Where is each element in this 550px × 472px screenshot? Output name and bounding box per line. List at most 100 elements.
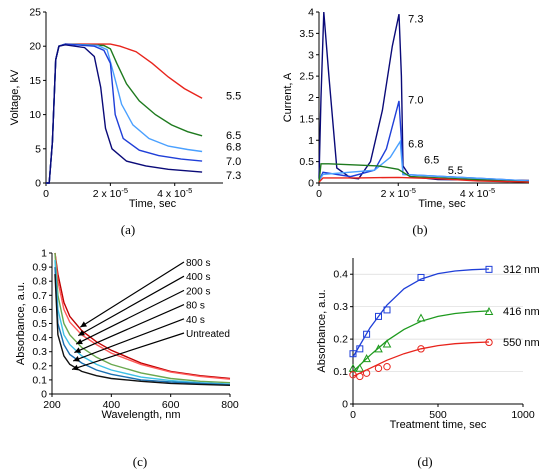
y-tick-label: 0.3 [333,301,348,313]
panel-label: (a) [121,222,135,237]
x-tick-label: 0 [350,409,356,421]
annotations: 800 s 400 s 200 s 80 s 40 s Untreated [71,258,230,371]
x-tick-label-exponent: -5 [121,186,128,195]
data-point-circle [362,369,371,377]
y-tick-label: 0.2 [32,360,47,372]
series-label: 7.0 [226,156,241,168]
y-tick-label: 0 [41,389,47,401]
series-label: 6.8 [408,139,423,151]
annotation-arrow [77,275,185,337]
series-label: 5.5 [226,90,241,102]
y-tick-label: 25 [29,7,41,19]
y-tick-label: 0.5 [32,318,47,330]
y-tick-label: 1 [41,248,47,260]
annotation-label: 400 s [186,272,210,283]
y-tick-label: 0 [308,178,314,190]
y-tick-label: 3 [308,49,314,61]
series-c-1 [54,252,231,380]
annotation-arrow [80,261,185,328]
x-tick-label: 0 [316,188,322,200]
data-point-square [349,350,357,358]
y-tick-label: 3.5 [299,28,314,40]
y-axis-label: Current, A [282,72,294,122]
x-tick-label-exponent: -5 [186,186,193,195]
annotation-arrow [74,304,185,354]
data-point-triangle [382,339,392,348]
y-tick-label: 0.7 [32,290,47,302]
series-b-1: 7.0 [318,95,530,182]
series-line [54,274,231,386]
series-c-5 [54,274,231,386]
x-tick-label: 400 [103,399,121,411]
series-d-2: 550 nm [349,337,540,381]
data-point-square [356,345,364,353]
series-line [46,43,203,184]
x-tick-label: 2 x 10-5 [381,186,416,200]
y-tick-label: 0.4 [32,332,47,344]
annotation-arrowhead [80,321,88,328]
series-line [46,43,203,184]
series-label: 6.5 [226,130,241,142]
x-tick-label-exponent: -5 [409,186,416,195]
data-point-circle [485,338,493,347]
panel-c: 0 0.1 0.2 0.3 0.4 0.5 0.6 0.7 0.8 0.9 1 200 400 600 80… [15,248,239,470]
y-tick-label: 5 [35,143,41,155]
series-line [318,100,530,182]
annotation-label: 40 s [186,315,205,326]
annotation-arrowhead [72,364,79,371]
data-point-circle [417,345,425,353]
data-point-circle [356,372,364,381]
panel-d: 0 0.1 0.2 0.3 0.4 0 500 1000 Treatment time, sec… [316,258,540,469]
y-tick-label: 0.1 [333,366,348,378]
x-tick-label-base: 2 x 10 [93,188,122,200]
x-tick-label: 500 [429,409,447,421]
series-line [54,260,231,385]
series-label: 7.0 [408,95,423,107]
annotation-arrowhead [74,347,82,353]
series-label: 6.5 [424,154,439,166]
x-axis-label: Treatment time, sec [390,419,487,431]
series-a-3: 7.0 [46,43,241,184]
series-line [46,44,203,184]
series-label: 5.5 [448,165,463,177]
y-tick-label: 15 [29,75,41,87]
annotation-arrowhead [76,338,83,345]
series-line [318,176,530,183]
series-label: 7.3 [408,13,423,25]
data-point-triangle [362,354,371,363]
annotation-arrow [75,289,185,345]
annotation-arrowhead [73,356,80,362]
y-tick-label: 0.3 [32,346,47,358]
series-b-3: 6.5 [318,154,530,183]
panel-label: (b) [412,222,427,237]
series-b-2: 6.8 [318,139,530,182]
data-point-circle [349,371,357,379]
x-tick-label: 600 [162,399,180,411]
y-tick-label: 10 [29,109,41,121]
data-point-square [485,265,493,273]
series-line [318,139,530,182]
series-line [54,252,231,384]
y-axis-label: Absorbance, a.u. [316,289,328,372]
y-tick-label: 0.4 [333,269,348,281]
y-tick-label: 0.2 [333,334,348,346]
y-tick-label: 0.6 [32,304,47,316]
data-point-circle [374,364,383,373]
panel-label: (c) [133,454,147,469]
data-point-square [383,306,391,314]
series-line [46,43,203,184]
y-axis-label: Voltage, kV [9,69,21,125]
y-axis-label: Absorbance, a.u. [15,282,27,365]
series-a-1: 6.5 [46,43,241,184]
x-tick-label: 200 [43,399,61,411]
x-tick-label-base: 0 [43,188,49,200]
series-line [46,43,203,184]
data-point-triangle [355,363,365,372]
series-a-4: 7.3 [46,44,241,184]
data-point-triangle [416,313,426,322]
x-tick-label: 1000 [511,409,535,421]
annotation-arrowhead [78,330,85,336]
series-label: 6.8 [226,142,241,154]
